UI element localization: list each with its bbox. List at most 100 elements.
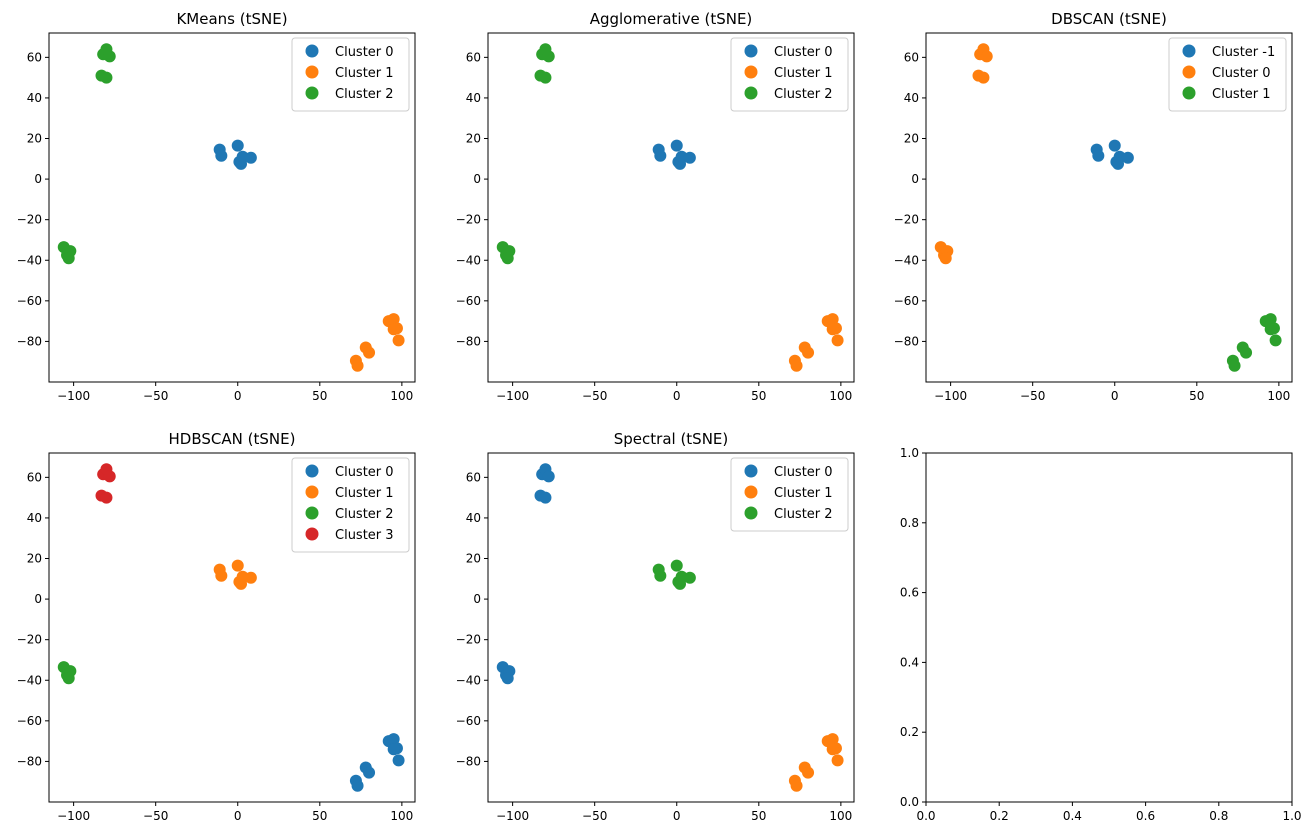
y-tick-label: 20 xyxy=(27,552,42,566)
legend-label: Cluster 1 xyxy=(335,486,394,501)
y-tick-label: −60 xyxy=(456,714,481,728)
x-tick-label: 0.0 xyxy=(916,809,935,823)
y-tick-label: −20 xyxy=(17,213,42,227)
y-tick-label: −60 xyxy=(17,294,42,308)
x-tick-label: 50 xyxy=(751,809,766,823)
y-tick-label: 60 xyxy=(466,50,481,64)
scatter-point xyxy=(826,733,839,746)
x-tick-label: 0 xyxy=(1111,389,1119,403)
y-tick-label: 60 xyxy=(27,470,42,484)
legend-label: Cluster 0 xyxy=(1212,66,1271,81)
y-tick-label: 20 xyxy=(27,132,42,146)
axes-frame xyxy=(487,32,855,383)
legend-label: Cluster 1 xyxy=(1212,87,1271,102)
legend-marker xyxy=(1182,44,1196,58)
y-tick-label: 0 xyxy=(473,592,481,606)
y-tick-label: 0.6 xyxy=(900,586,919,600)
scatter-point xyxy=(501,252,514,265)
y-tick-label: 1.0 xyxy=(900,446,919,460)
scatter-point xyxy=(683,571,696,584)
legend-label: Cluster 1 xyxy=(774,66,833,81)
legend-box xyxy=(1168,37,1287,112)
scatter-point xyxy=(501,672,514,685)
y-tick-label: 20 xyxy=(466,132,481,146)
legend-label: Cluster 0 xyxy=(774,45,833,60)
legend-marker xyxy=(744,464,758,478)
legend-box xyxy=(730,37,849,112)
scatter-point xyxy=(231,139,244,152)
x-tick-label: −100 xyxy=(57,809,90,823)
legend-label: Cluster 3 xyxy=(335,528,394,543)
y-tick-label: 0 xyxy=(911,172,919,186)
y-tick-label: 40 xyxy=(27,511,42,525)
scatter-point xyxy=(977,71,990,84)
scatter-point xyxy=(802,346,815,359)
subplot-6: 0.0 0.2 0.4 0.6 0.8 1.0 0.0 0.2 0.4 0.6 0.8 1.0 xyxy=(900,446,1302,823)
y-tick-label: −20 xyxy=(456,213,481,227)
x-tick-label: 0.4 xyxy=(1063,809,1082,823)
scatter-point xyxy=(826,313,839,326)
legend-marker xyxy=(744,65,758,79)
y-tick-label: −60 xyxy=(894,294,919,308)
subplot-5: −100 −50 0 50 100 −80 −60 −40 −20 0 20 40 60 Spectral… xyxy=(456,430,855,823)
x-tick-label: −50 xyxy=(582,809,607,823)
scatter-point xyxy=(539,491,552,504)
scatter-points xyxy=(57,463,405,792)
x-tick-label: −100 xyxy=(57,389,90,403)
legend-box xyxy=(291,457,410,553)
axes-frame xyxy=(925,32,1293,383)
legend-box xyxy=(730,457,849,532)
x-tick-label: 50 xyxy=(312,389,327,403)
legend-label: Cluster 1 xyxy=(774,486,833,501)
y-tick-label: 0 xyxy=(34,592,42,606)
scatter-point xyxy=(363,766,376,779)
legend-label: Cluster 2 xyxy=(335,87,394,102)
scatter-point xyxy=(351,779,364,792)
x-tick-label: −100 xyxy=(496,389,529,403)
scatter-points xyxy=(496,463,844,792)
scatter-point xyxy=(103,470,116,483)
scatter-point xyxy=(1092,149,1105,162)
y-tick-label: −60 xyxy=(17,714,42,728)
scatter-point xyxy=(831,754,844,767)
scatter-point xyxy=(542,470,555,483)
scatter-point xyxy=(542,50,555,63)
x-tick-label: −50 xyxy=(1020,389,1045,403)
y-tick-label: −20 xyxy=(894,213,919,227)
scatter-points xyxy=(57,43,405,372)
x-tick-label: −50 xyxy=(582,389,607,403)
subplot-2: −100 −50 0 50 100 −80 −60 −40 −20 0 20 40 60 Agglomer… xyxy=(456,10,855,403)
chart-title: KMeans (tSNE) xyxy=(176,10,287,28)
axes-frame xyxy=(925,452,1293,803)
y-tick-label: 40 xyxy=(466,511,481,525)
y-tick-label: 0.0 xyxy=(900,795,919,809)
y-tick-label: −80 xyxy=(17,334,42,348)
scatter-point xyxy=(1240,346,1253,359)
scatter-point xyxy=(939,252,952,265)
legend-marker xyxy=(305,44,319,58)
x-tick-label: 1.0 xyxy=(1282,809,1301,823)
scatter-points xyxy=(496,43,844,372)
x-tick-label: 100 xyxy=(829,389,852,403)
legend-label: Cluster 2 xyxy=(774,507,833,522)
x-tick-label: −50 xyxy=(143,809,168,823)
y-tick-label: 60 xyxy=(27,50,42,64)
scatter-point xyxy=(980,50,993,63)
scatter-point xyxy=(387,733,400,746)
scatter-point xyxy=(1228,359,1241,372)
legend-label: Cluster 2 xyxy=(774,87,833,102)
y-tick-label: −20 xyxy=(456,633,481,647)
x-tick-label: 50 xyxy=(1189,389,1204,403)
chart-title: HDBSCAN (tSNE) xyxy=(169,430,296,448)
legend-marker xyxy=(305,527,319,541)
y-tick-label: 20 xyxy=(904,132,919,146)
x-tick-label: 100 xyxy=(390,809,413,823)
y-tick-label: 0.8 xyxy=(900,516,919,530)
scatter-point xyxy=(654,569,667,582)
x-tick-label: 0 xyxy=(673,389,681,403)
legend: Cluster 0 Cluster 1 Cluster 2 xyxy=(730,37,849,112)
x-tick-label: −100 xyxy=(496,809,529,823)
y-tick-label: 20 xyxy=(466,552,481,566)
scatter-point xyxy=(802,766,815,779)
